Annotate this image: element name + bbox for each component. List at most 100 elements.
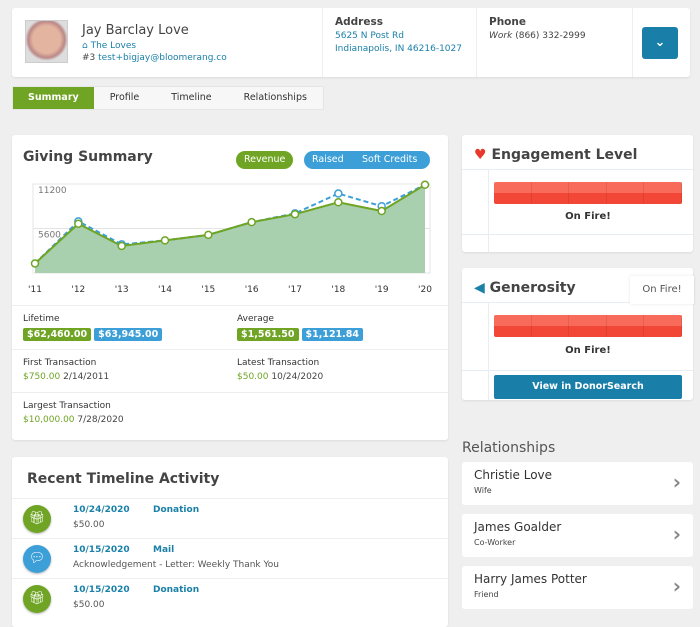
first-date: 2/14/2011 (63, 372, 110, 382)
donorsearch-logo-icon: ◀ (474, 280, 485, 296)
relationship-item[interactable]: Harry James Potter Friend › (462, 566, 693, 609)
x-tick-label: '13 (115, 285, 129, 295)
engagement-level: On Fire! (565, 211, 611, 222)
address-section: Address 5625 N Post Rd Indianapolis, IN … (322, 8, 476, 77)
timeline-type[interactable]: Donation (153, 505, 200, 515)
email-link[interactable]: test+bigjay@bloomerang.co (98, 53, 227, 63)
timeline-date[interactable]: 10/15/2020 (73, 545, 130, 555)
phone-label: Phone (489, 16, 526, 28)
engagement-heading: ♥ Engagement Level (474, 147, 637, 163)
raised-point (334, 189, 343, 198)
y-tick-label: 11200 (38, 186, 67, 196)
lifetime-label: Lifetime (23, 314, 60, 324)
timeline-item[interactable]: 🎁︎ 10/15/2020 Donation $50.00 (12, 578, 448, 618)
timeline-date[interactable]: 10/15/2020 (73, 585, 130, 595)
timeline-desc: $50.00 (73, 600, 105, 610)
phone-number: (866) 332-2999 (515, 31, 586, 41)
x-tick-label: '17 (288, 285, 302, 295)
generosity-heading: ◀ Generosity (474, 280, 576, 296)
constituent-header: Jay Barclay Love ⌂ The Loves #3 test+big… (12, 8, 690, 77)
first-amount: $750.00 (23, 372, 61, 382)
address-line1[interactable]: 5625 N Post Rd (335, 31, 405, 41)
engagement-meter (494, 182, 682, 204)
revenue-point (160, 236, 170, 245)
x-tick-label: '15 (201, 285, 215, 295)
x-tick-label: '14 (158, 285, 172, 295)
chevron-right-icon: › (672, 574, 681, 598)
x-tick-label: '12 (71, 285, 85, 295)
first-transaction-label: First Transaction (23, 358, 97, 368)
revenue-line (34, 183, 426, 265)
tab-relationships[interactable]: Relationships (243, 92, 307, 103)
tooltip: On Fire! (630, 276, 694, 304)
relationship-name: Harry James Potter (474, 572, 587, 586)
chevron-right-icon: › (672, 470, 681, 494)
gift-icon: 🎁︎ (23, 585, 51, 613)
relationship-role: Wife (474, 486, 492, 495)
generosity-title: Generosity (489, 280, 576, 296)
avatar (25, 20, 68, 63)
relationship-item[interactable]: Christie Love Wife › (462, 462, 693, 505)
average-label: Average (237, 314, 274, 324)
timeline-date[interactable]: 10/24/2020 (73, 505, 130, 515)
tab-timeline[interactable]: Timeline (171, 92, 212, 103)
view-in-donorsearch-button[interactable]: View in DonorSearch (494, 375, 682, 399)
revenue-point (247, 217, 256, 227)
tab-summary[interactable]: Summary (13, 87, 94, 109)
timeline-type[interactable]: Donation (153, 585, 200, 595)
latest-transaction-label: Latest Transaction (237, 358, 320, 368)
relationship-item[interactable]: James Goalder Co-Worker › (462, 514, 693, 557)
x-tick-label: '20 (418, 285, 432, 295)
revenue-point (117, 241, 126, 251)
actions-section (632, 8, 690, 77)
phone-type: Work (489, 31, 513, 41)
address-line2[interactable]: Indianapolis, IN 46216-1027 (335, 44, 462, 54)
tab-bar: Summary Profile Timeline Relationships (12, 86, 324, 110)
relationship-role: Co-Worker (474, 538, 516, 547)
x-tick-label: '16 (245, 285, 259, 295)
household-link[interactable]: ⌂ The Loves (82, 41, 136, 51)
x-tick-label: '11 (28, 285, 42, 295)
giving-summary-title: Giving Summary (23, 149, 153, 165)
timeline-desc: Acknowledgement - Letter: Weekly Thank Y… (73, 560, 280, 570)
timeline-card: Recent Timeline Activity 🎁︎ 10/24/2020 D… (12, 457, 448, 627)
giving-chart: 5600 11200 '11 '12 '13 '14 '15 '16 '17 '18 '19 '20 (28, 180, 432, 295)
revenue-toggle[interactable]: Revenue (236, 151, 294, 169)
account-number: #3 (82, 53, 96, 63)
generosity-meter[interactable] (494, 315, 682, 337)
average-raised: $1,121.84 (301, 328, 363, 341)
x-tick-label: '19 (375, 285, 389, 295)
lifetime-raised: $63,945.00 (94, 328, 163, 341)
largest-date: 7/28/2020 (77, 415, 124, 425)
gift-icon: 🎁︎ (23, 505, 51, 533)
revenue-point (74, 219, 83, 228)
relationship-role: Friend (474, 590, 499, 599)
heart-icon: ♥ (474, 147, 487, 163)
largest-amount: $10,000.00 (23, 415, 75, 425)
home-icon: ⌂ (82, 41, 91, 51)
giving-summary-card: Giving Summary Revenue Raised Soft Credi… (12, 135, 448, 440)
timeline-title: Recent Timeline Activity (27, 471, 220, 487)
timeline-item[interactable]: 🎁︎ 10/24/2020 Donation $50.00 (12, 498, 448, 538)
revenue-point (420, 180, 430, 190)
relationships-title: Relationships (462, 440, 556, 456)
revenue-point (334, 198, 343, 207)
relationship-name: James Goalder (474, 520, 562, 534)
actions-dropdown-button[interactable]: ⌄ (642, 27, 678, 59)
timeline-type[interactable]: Mail (153, 545, 175, 555)
revenue-point (377, 206, 386, 216)
tab-profile[interactable]: Profile (109, 92, 140, 103)
constituent-name: Jay Barclay Love (82, 23, 189, 38)
average-revenue: $1,561.50 (237, 328, 299, 341)
chat-icon: 💬︎ (23, 545, 51, 573)
timeline-item[interactable]: 💬︎ 10/15/2020 Mail Acknowledgement - Let… (12, 538, 448, 578)
latest-date: 10/24/2020 (271, 372, 324, 382)
revenue-point (30, 259, 40, 268)
raised-toggle[interactable]: Raised (312, 154, 344, 165)
x-tick-label: '18 (331, 285, 345, 295)
address-label: Address (335, 16, 383, 28)
timeline-desc: $50.00 (73, 520, 105, 530)
relationship-name: Christie Love (474, 468, 553, 482)
soft-credits-toggle[interactable]: Soft Credits (362, 154, 418, 165)
chevron-right-icon: › (672, 522, 681, 546)
